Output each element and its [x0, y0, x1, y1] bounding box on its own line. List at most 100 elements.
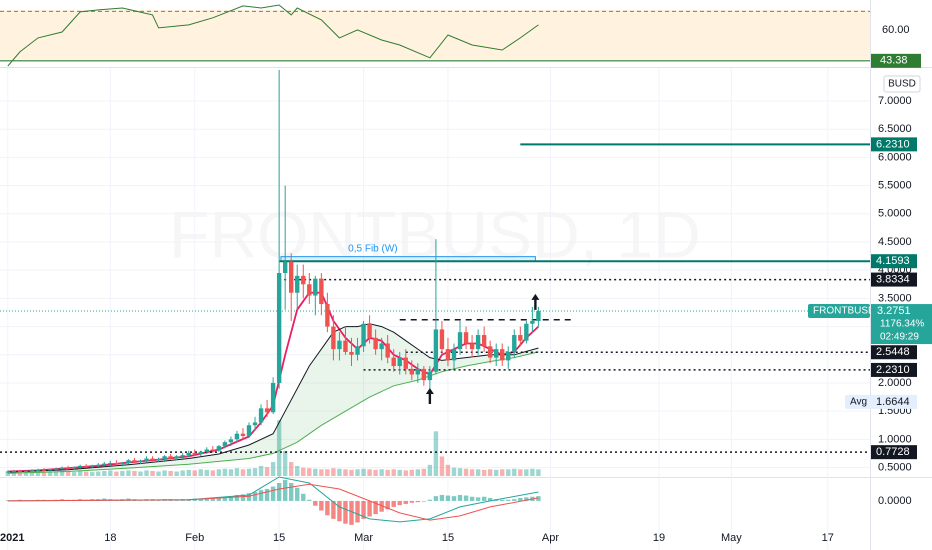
level-label: 0.7728	[876, 446, 910, 458]
candle-body	[289, 261, 294, 293]
macd-histogram-bar	[385, 500, 390, 510]
candle-body	[138, 460, 143, 462]
level-label: 2.5448	[876, 346, 910, 358]
volume-bar	[276, 420, 282, 476]
candle-body	[421, 368, 427, 381]
x-tick-label: Feb	[185, 532, 204, 544]
rsi-ma-box	[871, 53, 921, 68]
macd-histogram-bar	[536, 496, 541, 501]
macd-histogram-bar	[258, 490, 264, 501]
candle-body	[295, 275, 300, 293]
candle-body	[518, 335, 523, 341]
candle-body	[451, 349, 457, 361]
volume-bar	[240, 469, 246, 476]
macd-histogram-bar	[264, 488, 270, 501]
macd-histogram-bar	[204, 497, 209, 501]
macd-histogram-bar	[379, 500, 384, 512]
volume-bar	[23, 471, 29, 476]
candle-body	[162, 456, 167, 460]
volume-bar	[120, 470, 125, 476]
candle-body	[481, 335, 487, 347]
x-tick-label: 15	[442, 532, 454, 544]
candle-body	[132, 460, 137, 462]
candle-body	[391, 357, 396, 367]
volume-bar	[451, 467, 457, 476]
macd-histogram-bar	[421, 500, 427, 502]
volume-bar	[192, 470, 197, 476]
candle-body	[536, 311, 541, 321]
y-tick-label: 6.5000	[878, 123, 912, 135]
candle-body	[156, 459, 161, 461]
candle-body	[35, 469, 41, 471]
arrow-marker	[531, 293, 540, 310]
candle-body	[403, 357, 408, 369]
level-box	[871, 345, 917, 360]
macd-histogram-bar	[289, 482, 294, 501]
volume-bar	[204, 469, 209, 476]
candle-body	[168, 456, 173, 459]
candle-body	[373, 337, 378, 350]
volume-bar	[379, 469, 384, 476]
macd-histogram-bar	[373, 500, 378, 515]
volume-bar	[168, 470, 173, 476]
candle-body	[409, 368, 414, 375]
candle-body	[114, 463, 119, 465]
volume-bar	[53, 472, 59, 476]
level-label: 3.8334	[876, 273, 910, 285]
macd-histogram-bar	[210, 497, 216, 501]
candle-body	[192, 452, 197, 455]
candle-body	[11, 470, 17, 472]
macd-line	[7, 483, 539, 521]
candle-body	[23, 470, 29, 472]
candle-body	[96, 464, 101, 466]
level-box	[871, 362, 917, 377]
macd-histogram-bar	[439, 494, 445, 501]
volume-bar	[307, 468, 312, 476]
volume-bar	[84, 471, 89, 476]
candle-body	[463, 332, 469, 344]
macd-histogram-bar	[518, 497, 523, 501]
volume-bar	[439, 456, 445, 476]
candle-body	[433, 329, 439, 372]
candle-body	[120, 463, 125, 465]
candle-body	[59, 467, 65, 469]
volume-bar	[126, 470, 131, 476]
volume-bar	[355, 469, 360, 476]
level-label: 2.2310	[876, 364, 910, 376]
volume-bar	[397, 469, 402, 476]
candle-body	[524, 323, 529, 341]
y-tick-label: 0.5000	[878, 461, 912, 473]
candle-body	[385, 343, 390, 358]
volume-bar	[35, 472, 41, 476]
volume-bar	[463, 468, 469, 476]
volume-bar	[349, 469, 354, 476]
plot-layer: 0,5 Fib (W)	[0, 4, 870, 525]
candle-body	[240, 433, 246, 436]
volume-bar	[319, 469, 324, 476]
level-box	[871, 254, 917, 269]
candle-body	[150, 458, 155, 461]
candle-body	[180, 455, 185, 457]
candle-body	[343, 340, 348, 352]
y-tick-label: 7.0000	[878, 95, 912, 107]
candle-body	[65, 467, 71, 469]
volume-bar	[138, 471, 143, 476]
volume-bar	[331, 468, 336, 476]
candle-body	[361, 323, 366, 347]
rsi-band	[0, 9, 870, 60]
candle-body	[47, 469, 53, 471]
y-tick-label: 5.5000	[878, 180, 912, 192]
volume-bar	[337, 468, 342, 476]
macd-histogram-bar	[481, 496, 487, 501]
macd-histogram-bar	[282, 480, 288, 501]
last-price-countdown: 02:49:29	[880, 332, 919, 343]
volume-bar	[114, 471, 119, 476]
volume-bar	[228, 469, 234, 476]
volume-bar	[144, 470, 149, 476]
candle-body	[379, 343, 384, 350]
macd-histogram-bar	[433, 496, 439, 501]
candle-body	[415, 368, 421, 375]
volume-bar	[415, 469, 421, 476]
